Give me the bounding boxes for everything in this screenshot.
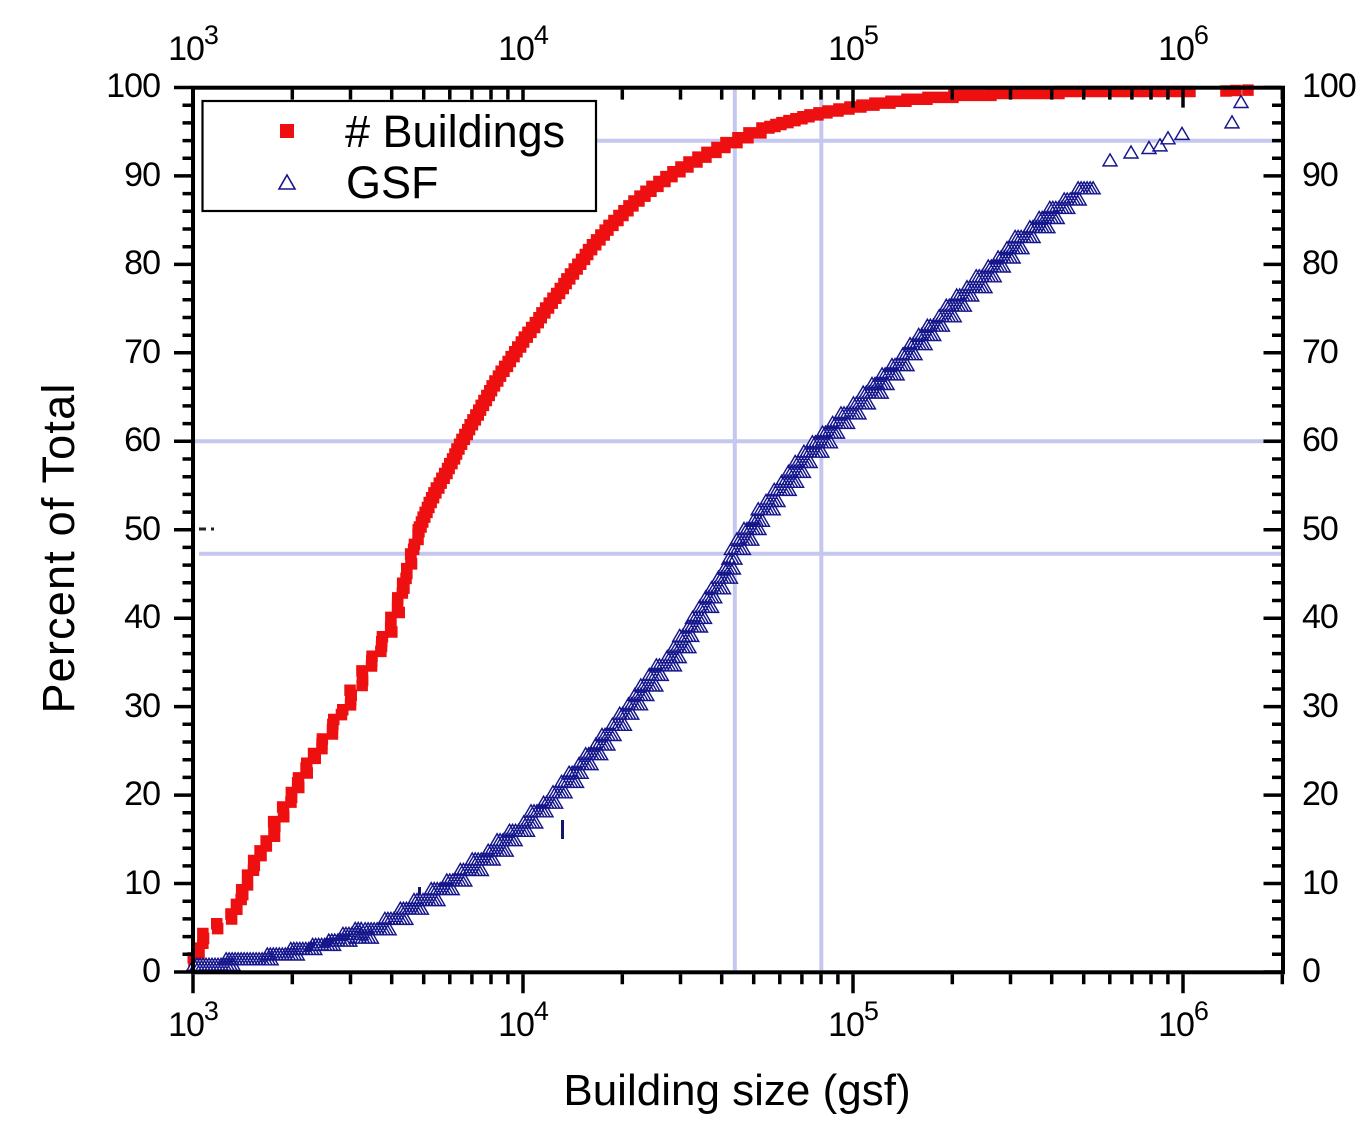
svg-text:90: 90	[124, 156, 160, 194]
svg-text:Building size (gsf): Building size (gsf)	[563, 1066, 910, 1115]
svg-text:90: 90	[1302, 156, 1338, 194]
svg-text:70: 70	[124, 333, 160, 371]
svg-text:50: 50	[1302, 510, 1338, 548]
svg-text:100: 100	[106, 67, 160, 105]
svg-text:100: 100	[1302, 67, 1356, 105]
svg-text:60: 60	[1302, 421, 1338, 459]
svg-text:80: 80	[1302, 244, 1338, 282]
svg-text:40: 40	[124, 598, 160, 636]
svg-text:60: 60	[124, 421, 160, 459]
svg-text:0: 0	[142, 952, 160, 990]
svg-text:30: 30	[124, 687, 160, 725]
svg-text:20: 20	[124, 775, 160, 813]
svg-text:# Buildings: # Buildings	[345, 106, 565, 157]
svg-text:Percent of Total: Percent of Total	[33, 382, 84, 713]
svg-text:80: 80	[124, 244, 160, 282]
svg-text:70: 70	[1302, 333, 1338, 371]
svg-text:50: 50	[124, 510, 160, 548]
svg-text:10: 10	[1302, 864, 1338, 902]
svg-text:40: 40	[1302, 598, 1338, 636]
svg-text:10: 10	[124, 864, 160, 902]
svg-text:20: 20	[1302, 775, 1338, 813]
svg-text:0: 0	[1302, 952, 1320, 990]
svg-text:GSF: GSF	[346, 157, 439, 208]
svg-text:30: 30	[1302, 687, 1338, 725]
